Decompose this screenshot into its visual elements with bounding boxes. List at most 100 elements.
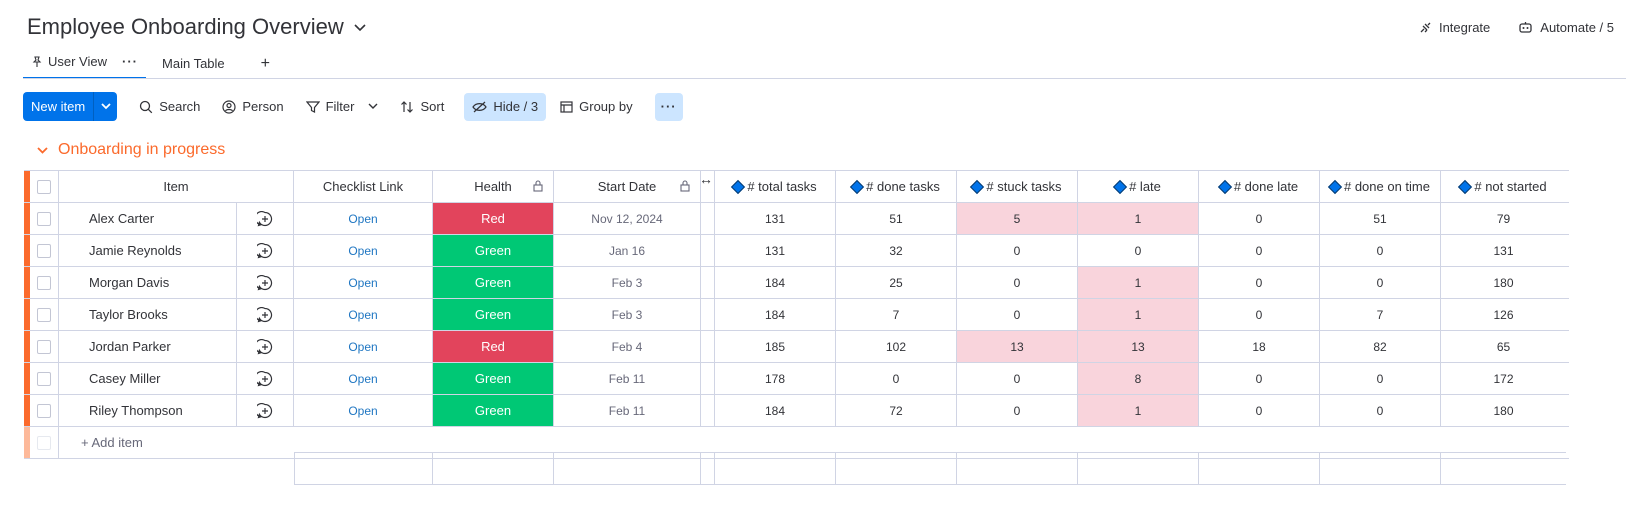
- item-name-cell[interactable]: Alex Carter: [59, 203, 237, 234]
- updates-cell[interactable]: [237, 395, 294, 426]
- add-view-button[interactable]: +: [253, 51, 278, 79]
- tab-main-table[interactable]: Main Table: [154, 52, 233, 79]
- row-checkbox[interactable]: [37, 403, 51, 418]
- health-status-cell[interactable]: Red: [433, 331, 554, 362]
- hide-columns-button[interactable]: Hide / 3: [464, 92, 547, 121]
- chevron-down-icon[interactable]: [37, 146, 48, 154]
- add-item-row[interactable]: + Add item: [24, 427, 1569, 459]
- start-date-cell[interactable]: Feb 11: [554, 395, 701, 426]
- row-checkbox[interactable]: [37, 211, 51, 226]
- row-checkbox[interactable]: [37, 307, 51, 322]
- start-date-cell[interactable]: Feb 11: [554, 363, 701, 394]
- column-header-stuck-tasks[interactable]: # stuck tasks: [957, 171, 1078, 202]
- table-row[interactable]: Jordan Parker Open Red Feb 4 185 102 13 13 18 82 6…: [24, 331, 1569, 363]
- table-row[interactable]: Casey Miller Open Green Feb 11 178 0 0 8 0 0 172: [24, 363, 1569, 395]
- item-name-cell[interactable]: Morgan Davis: [59, 267, 237, 298]
- column-resize-icon[interactable]: ↔: [699, 171, 713, 187]
- column-header-start-date[interactable]: Start Date: [554, 171, 701, 202]
- item-name-cell[interactable]: Riley Thompson: [59, 395, 237, 426]
- item-name-cell[interactable]: Casey Miller: [59, 363, 237, 394]
- item-name[interactable]: Morgan Davis: [89, 275, 170, 290]
- row-checkbox[interactable]: [37, 243, 51, 258]
- group-header[interactable]: Onboarding in progress: [37, 141, 225, 159]
- table-row[interactable]: Taylor Brooks Open Green Feb 3 184 7 0 1 0 7 126: [24, 299, 1569, 331]
- checklist-link-cell[interactable]: Open: [294, 203, 433, 234]
- item-name[interactable]: Alex Carter: [89, 211, 155, 226]
- checklist-link-cell[interactable]: Open: [294, 331, 433, 362]
- health-status-cell[interactable]: Red: [433, 203, 554, 234]
- item-name-cell[interactable]: Jamie Reynolds: [59, 235, 237, 266]
- start-date-cell[interactable]: Feb 4: [554, 331, 701, 362]
- column-header-done-on-time[interactable]: # done on time: [1320, 171, 1441, 202]
- select-all-checkbox[interactable]: [37, 179, 51, 194]
- add-update-icon[interactable]: [257, 402, 273, 419]
- chevron-down-icon[interactable]: [93, 92, 117, 121]
- person-filter-button[interactable]: Person: [214, 93, 291, 121]
- add-update-icon[interactable]: [257, 210, 273, 227]
- updates-cell[interactable]: [237, 267, 294, 298]
- search-button[interactable]: Search: [131, 93, 208, 121]
- column-header-health[interactable]: Health: [433, 171, 554, 202]
- item-name[interactable]: Jordan Parker: [89, 339, 171, 354]
- add-update-icon[interactable]: [257, 370, 273, 387]
- integrate-button[interactable]: Integrate: [1418, 20, 1490, 35]
- checklist-link[interactable]: Open: [348, 403, 378, 418]
- health-status-cell[interactable]: Green: [433, 395, 554, 426]
- checklist-link[interactable]: Open: [348, 371, 378, 386]
- health-status-cell[interactable]: Green: [433, 363, 554, 394]
- updates-cell[interactable]: [237, 331, 294, 362]
- column-header-late[interactable]: # late: [1078, 171, 1199, 202]
- updates-cell[interactable]: [237, 363, 294, 394]
- health-status-cell[interactable]: Green: [433, 267, 554, 298]
- sort-button[interactable]: Sort: [392, 93, 452, 121]
- checklist-link-cell[interactable]: Open: [294, 395, 433, 426]
- table-row[interactable]: Morgan Davis Open Green Feb 3 184 25 0 1 0 0 180: [24, 267, 1569, 299]
- item-name-cell[interactable]: Taylor Brooks: [59, 299, 237, 330]
- item-name[interactable]: Riley Thompson: [89, 403, 183, 418]
- item-name[interactable]: Casey Miller: [89, 371, 161, 386]
- add-update-icon[interactable]: [257, 242, 273, 259]
- row-checkbox[interactable]: [37, 339, 51, 354]
- start-date-cell[interactable]: Jan 16: [554, 235, 701, 266]
- column-header-total-tasks[interactable]: # total tasks: [715, 171, 836, 202]
- column-header-not-started[interactable]: # not started: [1441, 171, 1566, 202]
- add-update-icon[interactable]: [257, 306, 273, 323]
- updates-cell[interactable]: [237, 299, 294, 330]
- item-name[interactable]: Jamie Reynolds: [89, 243, 182, 258]
- more-actions-button[interactable]: ···: [654, 92, 683, 121]
- more-icon[interactable]: ···: [122, 54, 139, 69]
- group-by-button[interactable]: Group by: [552, 93, 640, 121]
- group-title[interactable]: Onboarding in progress: [58, 141, 226, 158]
- checklist-link-cell[interactable]: Open: [294, 299, 433, 330]
- add-item-input[interactable]: + Add item: [59, 427, 1569, 458]
- chevron-down-icon[interactable]: [354, 24, 366, 32]
- updates-cell[interactable]: [237, 235, 294, 266]
- start-date-cell[interactable]: Feb 3: [554, 299, 701, 330]
- health-status-cell[interactable]: Green: [433, 235, 554, 266]
- row-checkbox[interactable]: [37, 275, 51, 290]
- checklist-link[interactable]: Open: [348, 339, 378, 354]
- chevron-down-icon[interactable]: [368, 103, 378, 110]
- start-date-cell[interactable]: Nov 12, 2024: [554, 203, 701, 234]
- table-row[interactable]: Riley Thompson Open Green Feb 11 184 72 0 1 0 0 18…: [24, 395, 1569, 427]
- checklist-link-cell[interactable]: Open: [294, 235, 433, 266]
- add-update-icon[interactable]: [257, 274, 273, 291]
- start-date-cell[interactable]: Feb 3: [554, 267, 701, 298]
- checklist-link[interactable]: Open: [348, 275, 378, 290]
- table-row[interactable]: Alex Carter Open Red Nov 12, 2024 131 51 5 1 0 51…: [24, 203, 1569, 235]
- row-checkbox[interactable]: [37, 371, 51, 386]
- table-row[interactable]: Jamie Reynolds Open Green Jan 16 131 32 0 0 0 0 13…: [24, 235, 1569, 267]
- checklist-link-cell[interactable]: Open: [294, 267, 433, 298]
- checklist-link[interactable]: Open: [348, 211, 378, 226]
- checklist-link-cell[interactable]: Open: [294, 363, 433, 394]
- column-header-checklist[interactable]: Checklist Link: [294, 171, 433, 202]
- item-name[interactable]: Taylor Brooks: [89, 307, 168, 322]
- automate-button[interactable]: Automate / 5: [1518, 20, 1614, 35]
- column-header-done-late[interactable]: # done late: [1199, 171, 1320, 202]
- filter-button[interactable]: Filter: [298, 93, 387, 121]
- updates-cell[interactable]: [237, 203, 294, 234]
- tab-user-view[interactable]: User View ···: [23, 50, 147, 79]
- add-update-icon[interactable]: [257, 338, 273, 355]
- checklist-link[interactable]: Open: [348, 243, 378, 258]
- board-title[interactable]: Employee Onboarding Overview: [27, 14, 366, 40]
